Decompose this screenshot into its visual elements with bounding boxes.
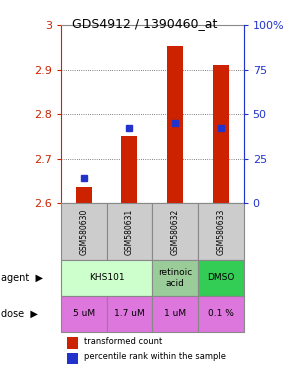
Text: GSM580631: GSM580631 xyxy=(125,209,134,255)
Bar xyxy=(61,296,106,331)
Text: DMSO: DMSO xyxy=(207,273,234,283)
Bar xyxy=(106,296,152,331)
Text: percentile rank within the sample: percentile rank within the sample xyxy=(84,352,226,361)
Text: transformed count: transformed count xyxy=(84,337,162,346)
Text: KHS101: KHS101 xyxy=(89,273,124,283)
Bar xyxy=(152,204,198,260)
Bar xyxy=(61,260,152,296)
Bar xyxy=(76,187,92,204)
Bar xyxy=(152,260,198,296)
Bar xyxy=(167,46,183,204)
Text: GSM580630: GSM580630 xyxy=(79,209,88,255)
Text: GDS4912 / 1390460_at: GDS4912 / 1390460_at xyxy=(72,17,218,30)
Text: 1.7 uM: 1.7 uM xyxy=(114,309,145,318)
Bar xyxy=(198,296,244,331)
Text: 1 uM: 1 uM xyxy=(164,309,186,318)
Bar xyxy=(152,296,198,331)
Text: agent  ▶: agent ▶ xyxy=(1,273,44,283)
Text: 5 uM: 5 uM xyxy=(73,309,95,318)
Text: dose  ▶: dose ▶ xyxy=(1,309,38,319)
Bar xyxy=(198,260,244,296)
Bar xyxy=(198,204,244,260)
Bar xyxy=(61,204,106,260)
Text: GSM580632: GSM580632 xyxy=(171,209,180,255)
Bar xyxy=(122,136,137,204)
Text: retinoic
acid: retinoic acid xyxy=(158,268,192,288)
Text: GSM580633: GSM580633 xyxy=(216,209,225,255)
Bar xyxy=(213,65,229,204)
Bar xyxy=(106,204,152,260)
Text: 0.1 %: 0.1 % xyxy=(208,309,234,318)
